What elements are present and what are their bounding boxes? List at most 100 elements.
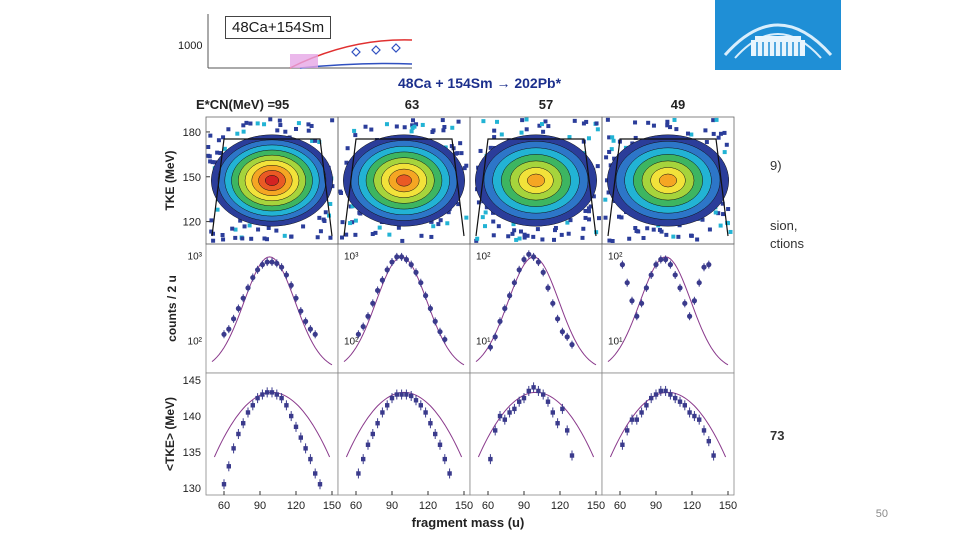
heatmap-cell — [610, 238, 615, 243]
heatmap-cell — [581, 121, 586, 126]
heatmap-cell — [215, 207, 220, 212]
heatmap-cell — [235, 131, 240, 136]
heatmap-cell — [315, 235, 320, 240]
heatmap-cell — [310, 138, 315, 143]
heatmap-cell — [387, 232, 392, 237]
x-tick-label: 60 — [614, 500, 626, 512]
heatmap-cell — [450, 125, 455, 130]
heatmap-cell — [572, 118, 577, 123]
tke-data-point — [507, 410, 512, 415]
heatmap-cell — [480, 215, 485, 220]
tke-data-point — [649, 395, 654, 401]
tke-data-point — [399, 392, 404, 397]
row1-ytick: 120 — [183, 217, 201, 229]
counts-data-point — [221, 331, 227, 337]
heatmap-cell — [242, 224, 247, 229]
counts-data-point — [526, 251, 532, 257]
tke-panel-frame — [601, 372, 735, 496]
heatmap-cell — [330, 118, 335, 123]
tke-data-point — [250, 403, 255, 408]
heatmap-cell — [704, 140, 709, 145]
heatmap-cell — [714, 117, 719, 122]
heatmap-cell — [456, 202, 461, 207]
counts-fit-curve — [607, 256, 729, 366]
heatmap-cell — [323, 210, 328, 215]
heatmap-cell — [274, 228, 279, 233]
heatmap-cell — [306, 128, 311, 133]
heatmap-cell — [209, 218, 214, 223]
counts-data-point — [658, 256, 664, 263]
heatmap-cell — [221, 237, 226, 242]
counts-data-point — [540, 269, 546, 275]
heatmap-cell — [645, 226, 650, 231]
heatmap-cell — [369, 127, 374, 132]
heatmap-cell — [373, 230, 378, 235]
side-text-2: sion, — [770, 218, 798, 233]
counts-data-point — [545, 285, 551, 291]
row3-ylabel: <TKE> (MeV) — [163, 397, 177, 471]
counts-data-point — [288, 282, 294, 288]
side-text-1: 9) — [770, 158, 782, 173]
tke-data-point — [706, 438, 711, 444]
tke-data-point — [555, 421, 560, 426]
counts-ytick: 10³ — [188, 251, 203, 262]
tke-data-point — [356, 471, 361, 476]
tke-data-point — [260, 392, 265, 397]
heatmap-cell — [262, 236, 267, 241]
counts-data-point — [293, 295, 299, 301]
heatmap-cell — [244, 120, 249, 125]
heatmap-cell — [208, 133, 213, 138]
heatmap-cell — [410, 123, 415, 128]
counts-data-point — [492, 334, 498, 340]
counts-ytick: 10¹ — [608, 337, 623, 348]
counts-data-point — [648, 272, 654, 278]
heatmap-cell — [238, 218, 243, 223]
heatmap-contour — [659, 173, 677, 188]
tke-data-point — [394, 392, 399, 397]
counts-data-point — [550, 300, 556, 306]
heatmap-cell — [634, 228, 639, 233]
heatmap-cell — [722, 150, 727, 155]
row3-ytick: 140 — [183, 411, 201, 423]
heatmap-cell — [671, 234, 676, 239]
heatmap-cell — [462, 166, 467, 171]
tke-data-point — [418, 403, 423, 408]
heatmap-cell — [411, 118, 416, 123]
heatmap-cell — [700, 217, 705, 222]
counts-data-point — [245, 285, 251, 291]
counts-data-point — [442, 336, 448, 343]
heatmap-cell — [409, 129, 414, 134]
heatmap-cell — [345, 146, 350, 151]
heatmap-cell — [651, 123, 656, 128]
heatmap-cell — [535, 227, 540, 232]
counts-data-point — [264, 259, 270, 265]
tke-data-point — [284, 403, 289, 408]
tke-data-point — [711, 453, 716, 458]
heatmap-cell — [247, 223, 252, 228]
heatmap-cell — [619, 215, 624, 220]
counts-ytick: 10² — [344, 337, 359, 348]
tke-data-point — [442, 456, 447, 462]
heatmap-cell — [609, 147, 614, 152]
heatmap-cell — [206, 153, 211, 158]
heatmap-cell — [340, 235, 345, 240]
heatmap-cell — [676, 234, 681, 239]
reaction-title: 48Ca + 154Sm → 202Pb* — [398, 75, 562, 91]
heatmap-cell — [672, 117, 677, 122]
heatmap-cell — [581, 226, 586, 231]
heatmap-contour — [396, 174, 412, 187]
heatmap-cell — [255, 121, 260, 126]
heatmap-cell — [459, 151, 464, 156]
heatmap-cell — [211, 231, 216, 236]
heatmap-cell — [511, 222, 516, 227]
heatmap-cell — [289, 234, 294, 239]
counts-panel-frame — [337, 243, 471, 374]
heatmap-cell — [594, 121, 599, 126]
heatmap-cell — [357, 210, 362, 215]
x-tick-label: 150 — [587, 500, 605, 512]
heatmap-cell — [282, 233, 287, 238]
side-text-4: 73 — [770, 428, 785, 443]
heatmap-contour — [265, 175, 279, 186]
counts-data-point — [279, 264, 285, 270]
heatmap-cell — [464, 215, 469, 220]
